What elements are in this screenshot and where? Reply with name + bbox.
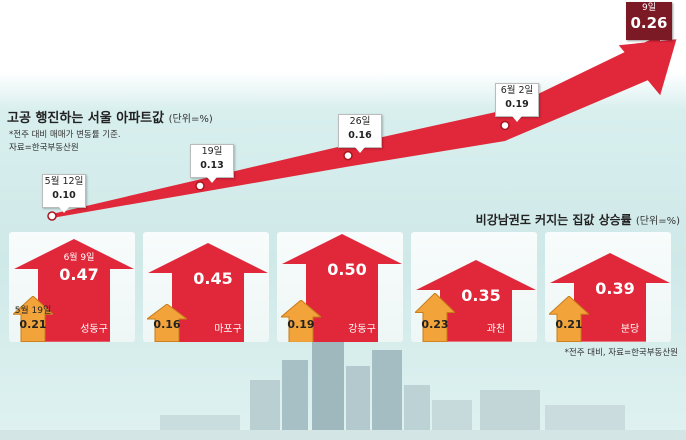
region-panel: 0.39 0.21 분당 — [545, 232, 671, 342]
before-value: 0.21 — [19, 318, 47, 331]
trend-point — [500, 120, 510, 131]
top-chart-source: 자료=한국부동산원 — [9, 143, 79, 153]
trend-point-value: 0.26 — [630, 14, 668, 32]
after-value: 0.45 — [193, 268, 233, 288]
before-bar — [147, 304, 187, 342]
trend-point-date: 6월 2일 — [500, 85, 534, 97]
before-bar — [415, 293, 455, 342]
region-panel: 0.45 0.16 마포구 — [143, 232, 269, 342]
region-name: 마포구 — [214, 324, 242, 335]
region-name: 성동구 — [80, 324, 108, 335]
trend-final-label: 9일 0.26 — [626, 2, 672, 40]
trend-point-value: 0.13 — [200, 159, 224, 171]
bottom-chart-source: *전주 대비, 자료=한국부동산원 — [564, 348, 678, 358]
region-name: 과천 — [486, 324, 506, 335]
before-value: 0.19 — [287, 318, 315, 331]
trend-point-date: 19일 — [201, 145, 223, 157]
after-value: 0.47 — [59, 265, 99, 285]
trend-point-label: 6월 2일 0.19 — [495, 83, 539, 123]
before-date: 5월 19일 — [14, 306, 52, 316]
before-value: 0.23 — [421, 318, 449, 331]
trend-point-value: 0.16 — [348, 129, 372, 141]
trend-arrow-head — [618, 39, 677, 96]
trend-point-label: 5월 12일 0.10 — [42, 174, 86, 213]
trend-point-date: 26일 — [349, 115, 371, 127]
trend-point-value: 0.19 — [505, 99, 529, 111]
trend-point-label: 26일 0.16 — [338, 113, 382, 153]
after-value: 0.35 — [461, 286, 501, 306]
before-value: 0.16 — [153, 318, 181, 331]
city-skyline — [0, 342, 686, 440]
after-value: 0.39 — [595, 279, 635, 299]
trend-point-date: 5월 12일 — [44, 176, 84, 187]
trend-point — [343, 150, 353, 161]
before-bar — [281, 299, 321, 342]
after-date: 6월 9일 — [63, 253, 95, 264]
after-value: 0.50 — [327, 260, 367, 279]
region-name: 분당 — [620, 324, 640, 335]
trend-point — [195, 181, 205, 191]
top-chart-title: 고공 행진하는 서울 아파트값 (단위=%) — [7, 111, 213, 126]
region-name: 강동구 — [348, 324, 376, 335]
before-value: 0.21 — [555, 318, 583, 331]
trend-line — [52, 35, 660, 218]
trend-point-date: 9일 — [641, 3, 656, 13]
before-bar — [549, 296, 589, 342]
before-bar — [13, 296, 53, 342]
region-panel: 0.35 0.23 과천 — [411, 232, 537, 342]
top-chart-note: *전주 대비 매매가 변동률 기준. — [9, 130, 121, 140]
region-panel: 0.50 0.19 강동구 — [277, 232, 403, 342]
trend-point — [47, 211, 57, 221]
trend-point-value: 0.10 — [52, 190, 76, 201]
bottom-chart-title: 비강남권도 커지는 집값 상승률 (단위=%) — [475, 213, 680, 227]
trend-point-label: 19일 0.13 — [190, 143, 234, 183]
